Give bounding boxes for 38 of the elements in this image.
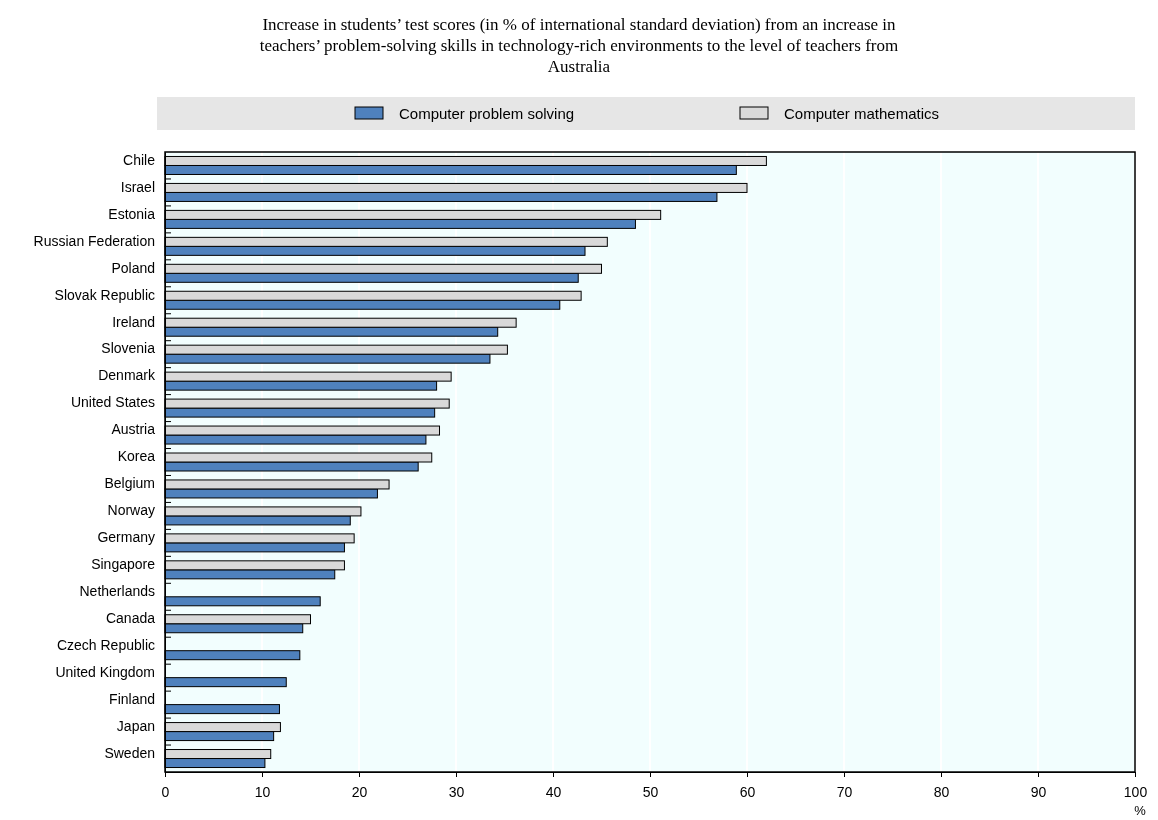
y-tick-label: Czech Republic: [56, 637, 155, 653]
y-tick-label: Finland: [109, 690, 155, 707]
y-tick-label: United States: [70, 394, 155, 411]
y-tick-label: Austria: [111, 421, 156, 438]
y-tick-label: Ireland: [112, 313, 155, 330]
y-tick-label: United Kingdom: [55, 663, 155, 680]
x-tick-label: 60: [739, 783, 756, 800]
y-tick-label: Canada: [105, 610, 156, 627]
x-tick-label: 80: [933, 783, 950, 800]
y-tick-label: Germany: [97, 529, 155, 546]
x-tick-label: 90: [1030, 783, 1047, 800]
x-tick-label: 50: [642, 783, 659, 800]
legend-label: Computer problem solving: [399, 105, 575, 122]
legend-label: Computer mathematics: [784, 105, 940, 122]
y-tick-label: Slovenia: [101, 340, 156, 357]
y-tick-label: Estonia: [108, 205, 156, 222]
x-tick-label: 0: [161, 783, 170, 800]
y-tick-label: Denmark: [98, 367, 156, 384]
x-tick-label: 30: [448, 783, 465, 800]
y-tick-label: Slovak Republic: [54, 286, 155, 303]
y-tick-label: Poland: [111, 259, 155, 276]
y-tick-label: Netherlands: [79, 583, 155, 600]
y-tick-label: Chile: [123, 151, 156, 168]
y-tick-label: Korea: [117, 448, 156, 465]
x-axis-title: %: [1134, 803, 1147, 818]
y-tick-label: Singapore: [91, 556, 156, 573]
x-tick-label: 20: [351, 783, 368, 800]
x-tick-label: 10: [254, 783, 271, 800]
x-tick-label: 100: [1123, 783, 1148, 800]
y-tick-label: Belgium: [104, 475, 155, 492]
y-tick-label: Norway: [107, 502, 155, 519]
x-tick-label: 70: [836, 783, 853, 800]
x-tick-label: 40: [545, 783, 562, 800]
y-tick-label: Israel: [120, 178, 155, 195]
chart-title: Increase in students’ test scores (in % of international standard deviation) from an increase in teachers’ problem-solving skills in technology-rich environments to the level of teachers from Australia: [259, 15, 899, 76]
y-tick-label: Japan: [116, 717, 155, 734]
y-tick-label: Russian Federation: [33, 232, 155, 249]
y-tick-label: Sweden: [104, 744, 155, 761]
